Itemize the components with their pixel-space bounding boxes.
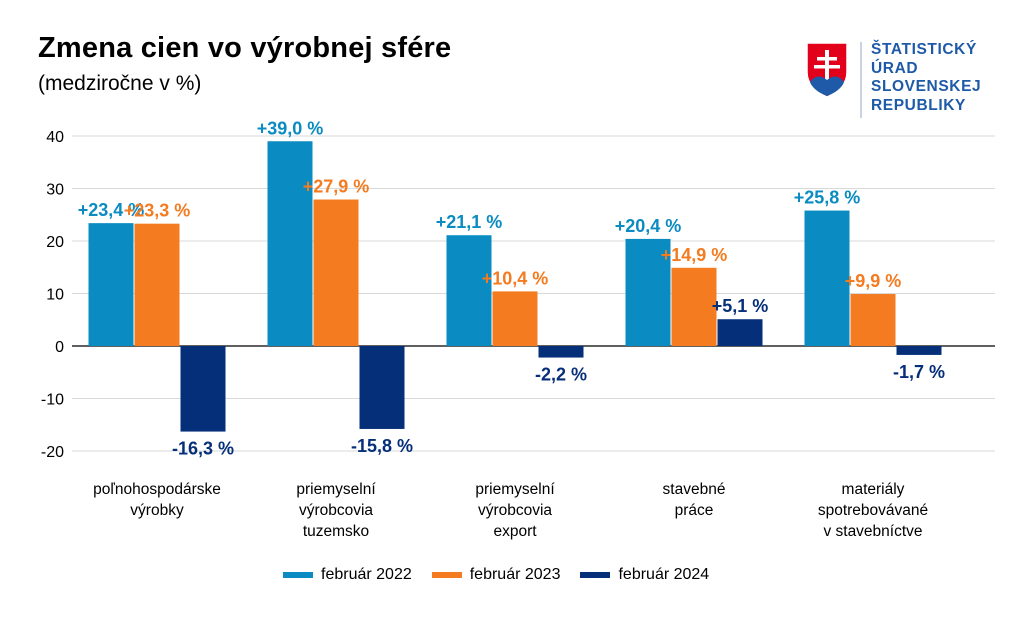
bar <box>538 346 584 358</box>
data-label: +10,4 % <box>482 268 549 288</box>
category-label: materiály <box>842 481 905 498</box>
logo-text: ŠTATISTICKÝ ÚRAD SLOVENSKEJ REPUBLIKY <box>871 41 981 115</box>
bar <box>896 346 942 355</box>
category-label: export <box>493 523 537 540</box>
bar <box>313 199 359 346</box>
bar <box>267 141 313 346</box>
bar <box>850 294 896 346</box>
chart-legend: február 2022 február 2023 február 2024 <box>283 566 709 584</box>
bar <box>88 223 134 346</box>
data-label: +21,1 % <box>436 212 503 232</box>
category-label: výrobky <box>130 502 184 519</box>
data-label: +9,9 % <box>845 271 902 291</box>
category-label: práce <box>675 502 714 519</box>
bar <box>717 319 763 346</box>
legend-item: február 2023 <box>431 566 561 584</box>
category-label: stavebné <box>663 481 726 498</box>
legend-label: február 2022 <box>321 566 412 583</box>
statistical-office-logo: ŠTATISTICKÝ ÚRAD SLOVENSKEJ REPUBLIKY <box>806 41 1006 122</box>
data-label: +27,9 % <box>303 177 370 197</box>
chart-title: Zmena cien vo výrobnej sfére <box>38 32 452 64</box>
y-tick-label: -10 <box>41 392 64 409</box>
category-label: výrobcovia <box>299 502 373 519</box>
bar <box>446 235 492 346</box>
y-tick-label: 20 <box>46 234 64 251</box>
bar <box>180 346 226 432</box>
bar <box>671 267 717 346</box>
category-label: tuzemsko <box>303 523 369 540</box>
category-label: v stavebníctve <box>823 523 922 540</box>
logo-line-2: ÚRAD <box>871 59 919 77</box>
legend-label: február 2024 <box>618 566 710 583</box>
data-label: +23,3 % <box>124 201 191 221</box>
y-tick-label: 0 <box>55 339 64 356</box>
logo-line-4: REPUBLIKY <box>871 96 966 114</box>
category-label: poľnohospodárske <box>93 481 221 498</box>
y-tick-label: 10 <box>46 287 64 304</box>
logo-line-1: ŠTATISTICKÝ <box>871 41 977 58</box>
data-label: +20,4 % <box>615 216 682 236</box>
bar <box>625 238 671 346</box>
y-tick-label: 40 <box>46 129 64 146</box>
data-label: -15,8 % <box>351 436 413 456</box>
bar <box>492 291 538 346</box>
bar <box>359 346 405 429</box>
legend-swatch <box>283 572 313 578</box>
category-label: priemyselní <box>296 481 376 498</box>
category-label: priemyselní <box>475 481 555 498</box>
slovak-shield-icon <box>806 42 848 98</box>
y-tick-label: -20 <box>41 444 64 461</box>
logo-divider <box>860 42 862 118</box>
legend-swatch <box>580 572 611 578</box>
legend-swatch <box>431 572 462 578</box>
y-tick-label: 30 <box>46 182 64 199</box>
data-label: +39,0 % <box>257 118 324 138</box>
logo-line-3: SLOVENSKEJ <box>871 78 982 95</box>
legend-label: február 2023 <box>469 566 561 583</box>
data-label: +14,9 % <box>661 245 728 265</box>
data-label: -2,2 % <box>535 365 587 385</box>
category-label: výrobcovia <box>478 502 552 519</box>
legend-item: február 2024 <box>580 566 709 584</box>
chart-subtitle: (medziročne v %) <box>38 72 202 95</box>
category-label: spotrebovávané <box>818 502 928 519</box>
data-label: +25,8 % <box>794 188 861 208</box>
data-label: +5,1 % <box>712 296 769 316</box>
bar <box>134 223 180 346</box>
bar <box>804 210 850 346</box>
data-label: -1,7 % <box>893 362 945 382</box>
data-label: -16,3 % <box>172 439 234 459</box>
data-label: +23,4 % <box>78 200 145 220</box>
legend-item: február 2022 <box>283 566 412 584</box>
